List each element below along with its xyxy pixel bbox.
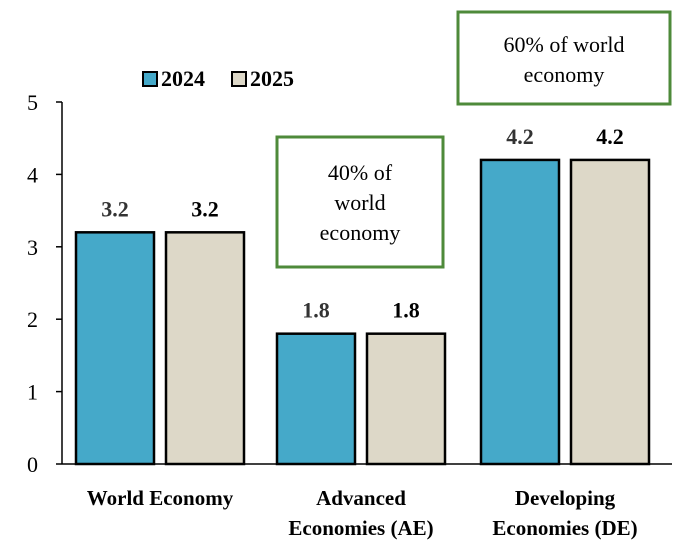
bars: [74, 158, 651, 466]
data-label: 1.8: [302, 298, 330, 323]
annotation-text: 40% of: [328, 160, 393, 185]
bar-2024-2: [479, 158, 561, 466]
x-axis-labels: World Economy Advanced Economies (AE) Devel…: [87, 486, 638, 540]
legend: 2024 2025: [142, 66, 294, 91]
x-category-label: Economies (DE): [492, 516, 637, 540]
data-label: 3.2: [101, 196, 129, 221]
x-category-label: Economies (AE): [288, 516, 433, 540]
data-label: 1.8: [392, 298, 420, 323]
bar-2024-0: [74, 231, 156, 466]
bar-2025-2: [569, 158, 651, 466]
legend-label: 2024: [161, 66, 205, 91]
y-tick-label: 2: [27, 307, 38, 332]
y-axis-ticks: 0 1 2 3 4 5: [27, 90, 62, 477]
annotation-text: economy: [524, 62, 605, 87]
legend-swatch: [231, 71, 247, 87]
annotation-text: 60% of world: [504, 32, 625, 57]
annotation-text: economy: [320, 220, 401, 245]
bar-2025-0: [164, 231, 246, 466]
annotations: 40% of world economy 60% of world economy: [275, 10, 672, 269]
y-tick-label: 4: [27, 162, 38, 187]
legend-label: 2025: [250, 66, 294, 91]
bar-2025-1: [365, 332, 447, 466]
y-tick-label: 5: [27, 90, 38, 115]
y-tick-label: 3: [27, 235, 38, 260]
x-category-label: Advanced: [316, 486, 406, 510]
annotation-box: [275, 135, 445, 269]
bar-2024-1: [275, 332, 357, 466]
annotation-text: world: [334, 190, 385, 215]
axes: [61, 102, 672, 465]
legend-swatch: [142, 71, 158, 87]
data-label: 3.2: [191, 196, 219, 221]
annotation-box: [456, 10, 672, 106]
x-category-label: Developing: [515, 486, 616, 510]
data-label: 4.2: [596, 124, 624, 149]
value-labels: 3.2 3.2 1.8 1.8 4.2 4.2: [101, 124, 624, 323]
y-tick-label: 0: [27, 452, 38, 477]
x-category-label: World Economy: [87, 486, 234, 510]
y-tick-label: 1: [27, 380, 38, 405]
data-label: 4.2: [506, 124, 534, 149]
